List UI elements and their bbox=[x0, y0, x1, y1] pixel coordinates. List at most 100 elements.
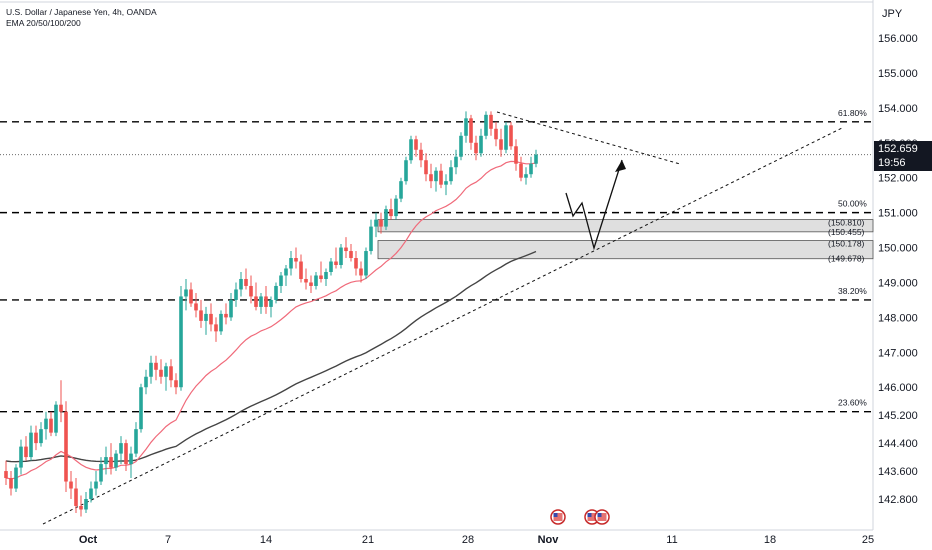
candle bbox=[69, 471, 73, 499]
candle bbox=[164, 362, 168, 391]
candle bbox=[159, 359, 163, 384]
candle-body bbox=[509, 125, 513, 147]
candle-body bbox=[9, 478, 13, 489]
candle-body bbox=[19, 446, 23, 468]
candle-body bbox=[99, 464, 103, 482]
candle bbox=[369, 219, 373, 255]
candle bbox=[424, 153, 428, 182]
candle-body bbox=[209, 313, 213, 325]
candle bbox=[14, 464, 18, 493]
candle bbox=[354, 251, 358, 276]
candle bbox=[489, 111, 493, 136]
candle bbox=[44, 411, 48, 440]
candle bbox=[64, 401, 68, 493]
us-flag-icon bbox=[594, 509, 610, 525]
candle bbox=[149, 355, 153, 384]
candle-body bbox=[204, 313, 208, 321]
candle bbox=[94, 471, 98, 496]
candle-body bbox=[284, 268, 288, 276]
candle bbox=[194, 292, 198, 318]
candle bbox=[39, 422, 43, 447]
fib-level-label: 23.60% bbox=[838, 398, 867, 408]
candle bbox=[184, 278, 188, 311]
candle-body bbox=[434, 170, 438, 182]
y-tick-label: 142.800 bbox=[878, 494, 918, 506]
candle-body bbox=[404, 160, 408, 182]
candle-body bbox=[469, 118, 473, 143]
x-tick-label: 18 bbox=[764, 534, 776, 546]
candle-body bbox=[344, 247, 348, 252]
y-tick-label: 148.000 bbox=[878, 312, 918, 324]
candle-body bbox=[394, 198, 398, 217]
x-tick-label: Oct bbox=[79, 534, 98, 546]
candle bbox=[404, 156, 408, 185]
candle-body bbox=[484, 114, 488, 136]
candle bbox=[199, 299, 203, 328]
candle-body bbox=[369, 226, 373, 252]
candle bbox=[349, 244, 353, 262]
candle-body bbox=[419, 149, 423, 161]
candle bbox=[379, 212, 383, 234]
candle-body bbox=[429, 174, 433, 182]
candle-body bbox=[214, 324, 218, 332]
y-tick-label: 150.000 bbox=[878, 243, 918, 255]
candle bbox=[394, 195, 398, 220]
candle-body bbox=[324, 271, 328, 279]
y-tick-label: 154.000 bbox=[878, 103, 918, 115]
candle bbox=[34, 425, 38, 451]
ema-fast-line bbox=[5, 160, 537, 480]
candle bbox=[19, 439, 23, 475]
candle bbox=[284, 265, 288, 286]
flag-icon-stripes bbox=[597, 513, 607, 521]
candle bbox=[449, 160, 453, 185]
candle-body bbox=[4, 471, 8, 479]
candle bbox=[114, 450, 118, 472]
candle bbox=[519, 156, 523, 182]
currency-label: JPY bbox=[882, 8, 903, 20]
y-tick-label: 155.000 bbox=[878, 68, 918, 80]
y-tick-label: 149.000 bbox=[878, 277, 918, 289]
candle bbox=[324, 268, 328, 286]
candle-body bbox=[449, 167, 453, 182]
candle bbox=[124, 439, 128, 472]
x-tick-label: Nov bbox=[538, 534, 560, 546]
candle-body bbox=[279, 275, 283, 286]
candle-body bbox=[459, 135, 463, 157]
candle bbox=[534, 149, 538, 168]
candle bbox=[134, 422, 138, 458]
candle bbox=[309, 275, 313, 293]
candle-body bbox=[474, 142, 478, 154]
candle-body bbox=[499, 139, 503, 150]
candle-body bbox=[54, 404, 58, 433]
candle bbox=[4, 460, 8, 486]
candle-body bbox=[159, 369, 163, 377]
x-tick-label: 21 bbox=[362, 534, 374, 546]
candle bbox=[109, 443, 113, 475]
candle bbox=[494, 121, 498, 147]
candle bbox=[99, 457, 103, 486]
candle bbox=[119, 436, 123, 465]
candle-body bbox=[414, 139, 418, 150]
candle-body bbox=[229, 299, 233, 318]
candle bbox=[204, 306, 208, 335]
candle bbox=[459, 132, 463, 161]
candle bbox=[79, 495, 83, 517]
candle bbox=[29, 425, 33, 461]
projected-arrow-head bbox=[615, 160, 626, 172]
candle-body bbox=[514, 146, 518, 164]
candle bbox=[214, 317, 218, 342]
candle-body bbox=[379, 219, 383, 227]
candle bbox=[464, 111, 468, 143]
candle-body bbox=[44, 418, 48, 430]
candle bbox=[479, 128, 483, 157]
candle-body bbox=[149, 362, 153, 377]
candle-body bbox=[409, 139, 413, 161]
candle bbox=[9, 471, 13, 496]
candle bbox=[384, 205, 388, 231]
candle bbox=[304, 268, 308, 290]
zone-label: (150.178) bbox=[828, 239, 865, 249]
candle-body bbox=[49, 418, 53, 433]
candle-body bbox=[339, 247, 343, 266]
candle bbox=[169, 359, 173, 388]
